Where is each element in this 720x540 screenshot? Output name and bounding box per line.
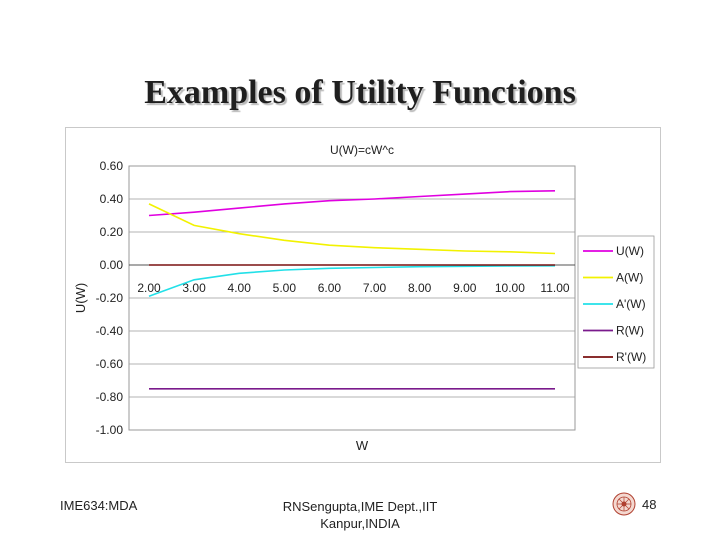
footer-author-line2: Kanpur,INDIA <box>320 516 400 531</box>
utility-chart: 0.60 0.40 0.20 0.00 -0.20 -0.40 -0.60 -0.80 -1.0… <box>73 143 655 453</box>
y-tick-label: 0.00 <box>100 258 124 272</box>
series-line-2 <box>148 265 556 298</box>
legend-label: A'(W) <box>616 297 646 311</box>
y-tick-label: -1.00 <box>96 423 124 437</box>
legend-label: R(W) <box>616 324 644 338</box>
series-line-1 <box>148 203 556 255</box>
x-tick-label: 8.00 <box>408 281 432 295</box>
series-line-0 <box>148 190 556 217</box>
slide-title: Examples of Utility Functions <box>144 74 576 111</box>
x-tick-label: 5.00 <box>273 281 297 295</box>
chart-title: U(W)=cW^c <box>330 143 394 157</box>
y-tick-label: -0.40 <box>96 324 124 338</box>
institute-seal-icon <box>612 492 636 516</box>
page-number: 48 <box>642 497 657 512</box>
chart-frame: 0.60 0.40 0.20 0.00 -0.20 -0.40 -0.60 -0.80 -1.0… <box>65 127 661 463</box>
legend-box <box>577 235 655 369</box>
y-tick-label: 0.60 <box>100 159 124 173</box>
legend-label: A(W) <box>616 271 643 285</box>
x-tick-label: 3.00 <box>182 281 206 295</box>
y-tick-label: 0.40 <box>100 192 124 206</box>
legend-label: R'(W) <box>616 350 646 364</box>
y-tick-label: -0.20 <box>96 291 124 305</box>
legend-label: U(W) <box>616 244 644 258</box>
y-axis-title: U(W) <box>73 283 88 313</box>
footer-course: IME634:MDA <box>60 498 138 513</box>
x-tick-label: 10.00 <box>495 281 525 295</box>
y-tick-label: -0.60 <box>96 357 124 371</box>
x-tick-label: 4.00 <box>228 281 252 295</box>
y-tick-label: 0.20 <box>100 225 124 239</box>
x-axis-title: W <box>356 438 369 453</box>
y-tick-label: -0.80 <box>96 390 124 404</box>
x-tick-label: 7.00 <box>363 281 387 295</box>
footer-author: RNSengupta,IME Dept.,IIT Kanpur,INDIA <box>240 498 480 532</box>
x-tick-label: 11.00 <box>540 281 569 295</box>
x-tick-label: 9.00 <box>453 281 477 295</box>
x-tick-label: 2.00 <box>137 281 161 295</box>
footer-author-line1: RNSengupta,IME Dept.,IIT <box>282 499 438 514</box>
x-tick-label: 6.00 <box>318 281 342 295</box>
